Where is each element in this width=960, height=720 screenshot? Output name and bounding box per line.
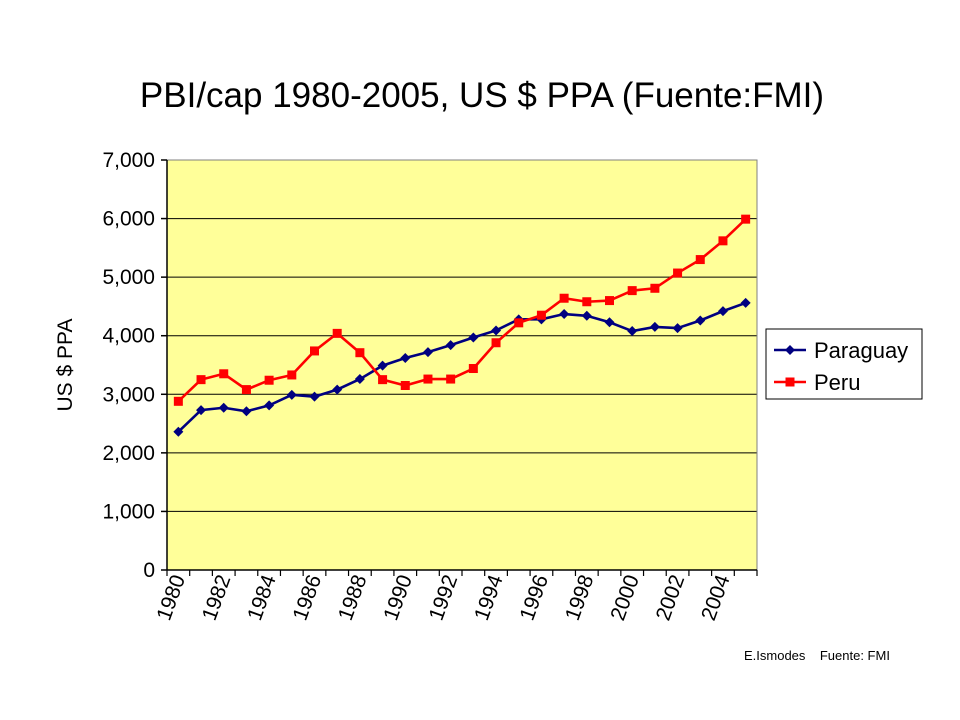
data-point-paraguay <box>672 323 683 334</box>
x-tick-label: 2000 <box>606 572 644 624</box>
credit-annotation: E.Ismodes Fuente: FMI <box>744 648 890 663</box>
data-point-paraguay <box>400 352 411 363</box>
data-point-paraguay <box>332 384 343 395</box>
data-point-peru <box>468 364 478 374</box>
x-tick-label: 2002 <box>652 572 690 624</box>
data-point-paraguay <box>377 360 388 371</box>
data-point-peru <box>241 385 251 395</box>
x-tick-label: 1982 <box>198 572 236 624</box>
data-point-paraguay <box>695 315 706 326</box>
data-point-paraguay <box>173 426 184 437</box>
series-paraguay <box>173 297 751 437</box>
data-point-peru <box>446 374 456 384</box>
x-tick-label: 1984 <box>243 572 281 624</box>
data-point-paraguay <box>445 340 456 351</box>
legend-items: Paraguay Peru <box>774 338 908 395</box>
y-tick-label: 0 <box>143 559 155 582</box>
data-point-peru <box>378 375 388 385</box>
data-point-peru <box>173 396 183 406</box>
data-point-peru <box>400 381 410 390</box>
x-tick-label: 1998 <box>561 572 599 624</box>
x-tick-labels: 1980 1982 1984 1986 1988 1990 1992 1994 1996 1998… <box>152 572 734 624</box>
data-point-paraguay <box>309 391 320 402</box>
data-point-peru <box>423 374 433 384</box>
y-tick-labels: 0 1,000 2,000 3,000 4,000 5,000 6,000 7,000 <box>102 149 155 582</box>
data-point-paraguay <box>468 332 479 343</box>
data-point-paraguay <box>627 326 638 337</box>
y-tick-label: 1,000 <box>102 500 155 523</box>
x-tick-label: 1986 <box>289 572 327 624</box>
data-point-paraguay <box>717 306 728 317</box>
data-point-peru <box>310 346 319 356</box>
data-point-peru <box>605 296 614 306</box>
y-tick-label: 4,000 <box>102 325 155 348</box>
data-point-peru <box>514 318 524 328</box>
legend-marker-paraguay <box>785 345 795 355</box>
data-point-peru <box>536 310 546 320</box>
data-point-paraguay <box>604 317 615 328</box>
data-point-paraguay <box>241 406 252 417</box>
series-group <box>173 214 751 437</box>
data-point-paraguay <box>559 309 570 320</box>
data-point-paraguay <box>581 310 592 321</box>
data-point-peru <box>650 283 660 293</box>
chart-title: PBI/cap 1980-2005, US $ PPA (Fuente:FMI) <box>140 76 824 115</box>
y-tick-label: 6,000 <box>102 208 155 231</box>
legend-label-paraguay: Paraguay <box>814 338 908 363</box>
y-tick-label: 3,000 <box>102 383 155 406</box>
data-point-paraguay <box>264 400 275 411</box>
data-point-paraguay <box>286 389 297 400</box>
data-point-paraguay <box>649 321 660 332</box>
data-point-paraguay <box>422 347 433 358</box>
axes <box>161 159 758 576</box>
data-point-paraguay <box>491 325 502 336</box>
data-point-peru <box>695 255 705 265</box>
legend: Paraguay Peru <box>765 328 923 400</box>
x-tick-label: 1980 <box>152 572 190 624</box>
data-point-peru <box>718 236 728 246</box>
data-point-peru <box>741 214 751 224</box>
data-point-paraguay <box>218 402 229 413</box>
data-point-paraguay <box>196 405 207 416</box>
data-point-peru <box>264 375 274 385</box>
y-tick-label: 5,000 <box>102 266 155 289</box>
y-tick-label: 2,000 <box>102 442 155 465</box>
x-tick-label: 1996 <box>516 572 554 624</box>
y-tick-label: 7,000 <box>102 149 155 172</box>
y-axis-label: US $ PPA <box>54 319 77 412</box>
data-point-peru <box>332 328 342 338</box>
data-point-paraguay <box>354 374 365 385</box>
x-tick-label: 1994 <box>470 572 508 624</box>
data-point-peru <box>491 338 501 348</box>
legend-label-peru: Peru <box>814 370 860 395</box>
series-peru <box>173 214 751 406</box>
data-point-peru <box>219 369 229 379</box>
legend-item-peru: Peru <box>774 370 860 395</box>
legend-box <box>765 328 923 400</box>
data-point-peru <box>355 348 365 358</box>
x-tick-label: 1990 <box>379 572 417 624</box>
data-point-peru <box>559 293 569 303</box>
legend-item-paraguay: Paraguay <box>774 338 908 363</box>
data-point-peru <box>627 286 637 296</box>
x-tick-label: 2004 <box>697 572 735 624</box>
legend-marker-peru <box>785 377 795 387</box>
data-point-peru <box>582 297 592 307</box>
x-tick-label: 1988 <box>334 572 372 624</box>
plot-area <box>167 160 757 570</box>
data-point-paraguay <box>740 297 751 308</box>
x-tick-label: 1992 <box>425 572 463 624</box>
data-point-peru <box>287 370 297 380</box>
data-point-peru <box>196 375 206 385</box>
data-point-peru <box>673 268 683 278</box>
